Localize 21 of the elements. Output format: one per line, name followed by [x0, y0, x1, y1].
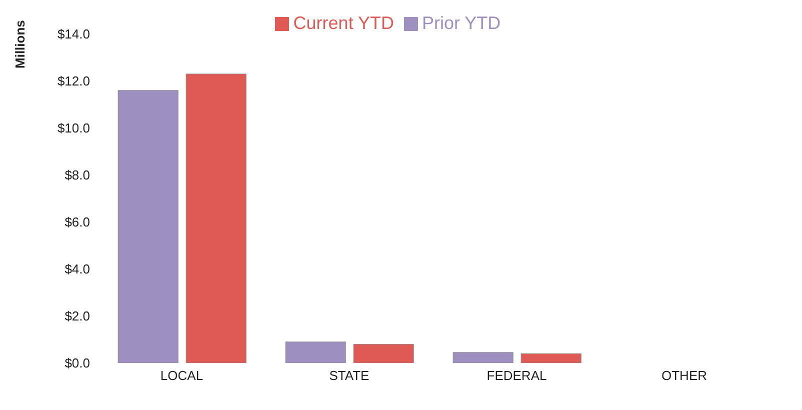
x-tick-label: LOCAL: [160, 368, 204, 384]
y-tick-label: $14.0: [57, 26, 90, 42]
bar: [118, 90, 178, 363]
bar: [452, 352, 514, 363]
y-tick-label: $2.0: [64, 308, 90, 324]
x-tick-label: STATE: [329, 368, 370, 384]
y-tick-label: $8.0: [64, 168, 90, 183]
bar: [520, 353, 582, 363]
x-tick-label: FEDERAL: [486, 368, 547, 384]
y-tick-label: $0.0: [64, 356, 90, 371]
x-tick-label: OTHER: [662, 368, 707, 384]
y-axis-title: Millions: [12, 20, 28, 68]
bar: [353, 344, 414, 363]
legend-label: Current YTD: [293, 13, 394, 33]
legend-label: Prior YTD: [422, 13, 501, 33]
bar: [186, 74, 246, 363]
y-tick-label: $12.0: [57, 74, 90, 89]
y-tick-label: $4.0: [64, 262, 90, 277]
y-tick-label: $10.0: [57, 120, 90, 136]
y-tick-label: $6.0: [64, 214, 90, 230]
bar: [285, 342, 346, 363]
